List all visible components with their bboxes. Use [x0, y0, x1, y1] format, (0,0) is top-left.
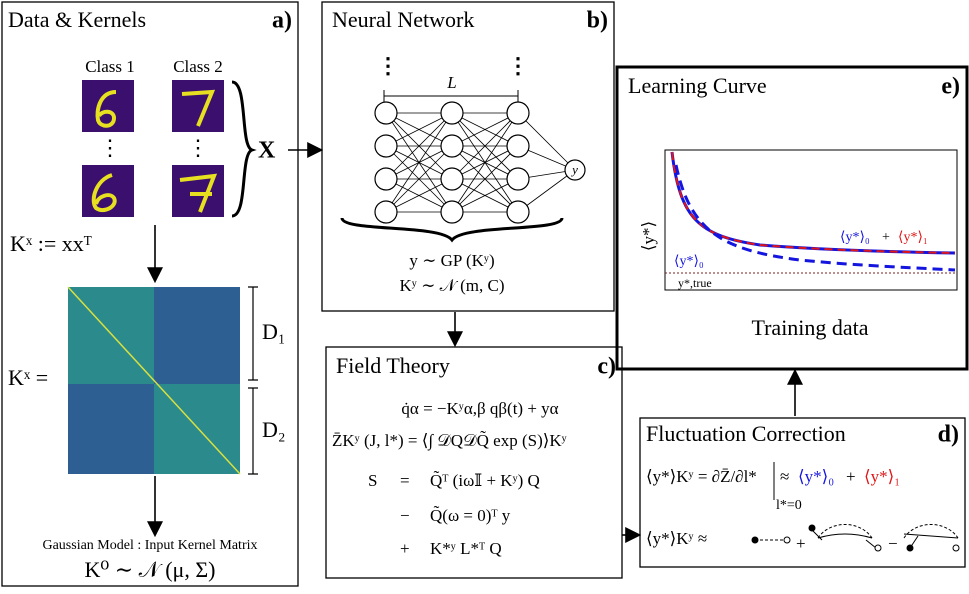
neuron [374, 101, 398, 125]
eq: − [888, 534, 898, 553]
brace [231, 80, 257, 218]
neuron [440, 101, 464, 125]
neuron [506, 101, 530, 125]
class-label: Class 2 [173, 57, 223, 76]
ellipsis: ⋮ [377, 53, 399, 78]
network: y [374, 101, 586, 224]
ellipsis: ⋮ [507, 53, 529, 78]
panel-title: Learning Curve [628, 73, 767, 98]
edge [385, 112, 453, 213]
kernel-def: Kˣ := xxᵀ [10, 231, 92, 256]
x-axis-label: Training data [751, 315, 868, 340]
eq: ⟨y*⟩Kʸ = ∂Z̄/∂l* [646, 467, 757, 486]
eq: l*=0 [776, 498, 802, 513]
eq: Z̄Kʸ (J, l*) = ⟨∫ 𝒟Q𝒟Q̃ exp (S)⟩Kʸ [332, 431, 567, 451]
eq: K*ʸ L*ᵀ Q [430, 539, 502, 558]
panel-label: b) [587, 8, 608, 34]
neuron [564, 159, 586, 181]
kernel-matrix [67, 286, 241, 475]
depth-label: L [446, 73, 456, 92]
legend: + [882, 230, 890, 245]
neuron [374, 200, 398, 224]
panel-label: e) [941, 74, 960, 100]
neuron [374, 134, 398, 158]
eq: ⟨y*⟩₁ [864, 467, 900, 486]
neuron [374, 167, 398, 191]
edge [385, 112, 453, 180]
kernel-eq: Kˣ = [8, 365, 48, 390]
legend: ⟨y*⟩₀ [840, 230, 870, 245]
edge [385, 112, 453, 147]
panel-title: Neural Network [332, 7, 474, 32]
eq: ≈ [780, 467, 789, 486]
panel-label: a) [272, 8, 292, 34]
neuron [440, 200, 464, 224]
panel-label: d) [938, 422, 959, 448]
edge [451, 145, 519, 213]
edge [451, 112, 519, 213]
eq: + [400, 539, 410, 558]
panel-c [325, 346, 623, 579]
y-axis-label: ⟨y*⟩ [639, 221, 658, 251]
ellipsis: ⋮ [187, 135, 209, 160]
edge [451, 178, 519, 213]
digit-images [82, 80, 224, 217]
feynman-diagrams [751, 524, 960, 552]
eq: + [796, 534, 806, 553]
edge [385, 178, 453, 213]
class-label: Class 1 [85, 57, 135, 76]
eq: − [400, 506, 410, 525]
eq: Q̃(ω = 0)ᵀ y [430, 506, 511, 525]
curve [671, 151, 956, 254]
eq: Q̃ᵀ (iω𝕀 + Kʸ) Q [430, 471, 540, 490]
ellipsis: ⋮ [99, 135, 121, 160]
eq: = [400, 471, 410, 490]
curve [674, 164, 956, 272]
legend: ⟨y*⟩₁ [898, 230, 928, 245]
x-label: X [258, 138, 276, 164]
panel-label: c) [597, 354, 616, 380]
edge [385, 145, 453, 213]
eq: y ∼ GP (Kʸ) [409, 251, 494, 270]
edge [451, 112, 519, 147]
panel-title: Fluctuation Correction [646, 421, 846, 446]
d1-label: D₁ [262, 319, 286, 344]
bracket [248, 286, 258, 475]
eq: + [846, 467, 856, 486]
brace [340, 217, 564, 243]
edge [451, 112, 519, 180]
model-caption: Gaussian Model : Input Kernel Matrix [42, 538, 257, 553]
depth-bracket [383, 90, 519, 102]
eq: ⟨y*⟩Kʸ ≈ [646, 529, 707, 548]
neuron [506, 134, 530, 158]
edge [517, 169, 576, 213]
neuron [440, 134, 464, 158]
plot-area [664, 149, 958, 291]
neuron [440, 167, 464, 191]
panel-e [615, 65, 969, 371]
output-label: y [570, 162, 578, 177]
d2-label: D₂ [262, 417, 286, 442]
edge [517, 112, 576, 171]
eq: Kʸ ∼ 𝒩 (m, C) [400, 276, 505, 295]
panel-b [321, 1, 615, 312]
legend: y*,true [678, 276, 712, 290]
model-eq: K⁰ ∼ 𝒩 (μ, Σ) [85, 557, 216, 582]
eq: q̇α = −Kʸα,β qβ(t) + yα [401, 399, 558, 418]
neuron [506, 167, 530, 191]
legend: ⟨y*⟩₀ [674, 254, 704, 269]
panel-title: Data & Kernels [8, 7, 146, 32]
eq: S [368, 471, 377, 490]
panel-d [639, 417, 966, 568]
eq: ⟨y*⟩₀ [798, 467, 834, 486]
neuron [506, 200, 530, 224]
panel-a [1, 1, 299, 587]
panel-title: Field Theory [336, 353, 450, 378]
